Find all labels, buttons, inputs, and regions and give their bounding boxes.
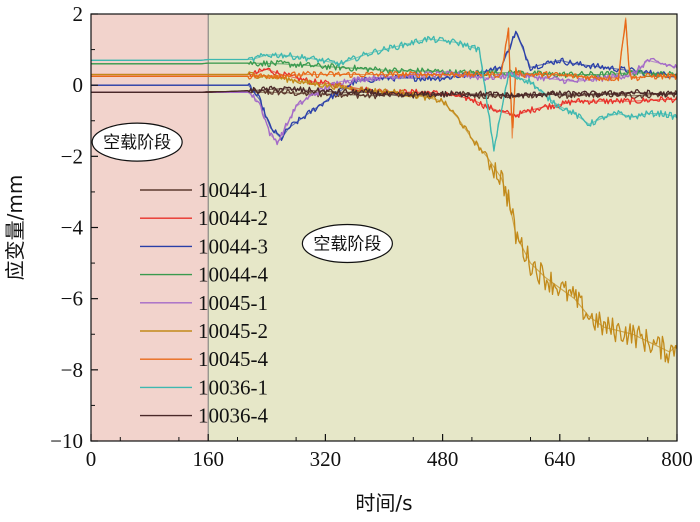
- series-keypoints-10044-4: [91, 62, 677, 76]
- legend-label-10045-2: 10045-2: [198, 319, 268, 343]
- legend-label-10044-2: 10044-2: [198, 206, 268, 230]
- stage-region-1: [91, 14, 209, 441]
- legend-label-10045-1: 10045-1: [198, 291, 268, 315]
- series-keypoints-10036-1: [91, 38, 678, 150]
- annotation-text-1: 空载阶段: [103, 133, 171, 153]
- legend: 10044-1 10044-2 10044-3 10044-4 10045-1 10045…: [140, 178, 268, 428]
- y-tick-label: −10: [50, 429, 83, 453]
- x-axis-title: 时间/s: [355, 491, 412, 515]
- y-tick-label: −8: [61, 358, 83, 382]
- series-lines: [91, 17, 678, 364]
- x-tick-label: 640: [544, 447, 576, 471]
- y-tick-label: 0: [73, 73, 84, 97]
- x-tick-label: 480: [427, 447, 459, 471]
- x-axis: 0 160 320 480 640 800: [86, 434, 693, 471]
- y-tick-label: 2: [73, 2, 84, 26]
- legend-label-10036-4: 10036-4: [198, 404, 268, 428]
- x-tick-label: 0: [86, 447, 97, 471]
- y-tick-label: −6: [61, 287, 83, 311]
- x-tick-label: 320: [310, 447, 342, 471]
- annotation-bubble-1: [91, 122, 183, 162]
- x-tick-label: 800: [661, 447, 693, 471]
- annotation-bubble-2: [301, 223, 393, 264]
- legend-label-10044-4: 10044-4: [198, 263, 268, 287]
- y-tick-label: −4: [61, 216, 84, 240]
- legend-label-10044-3: 10044-3: [198, 234, 268, 258]
- annotation-text-2: 空载阶段: [313, 235, 381, 255]
- stage-region-2: [208, 14, 677, 441]
- legend-label-10036-1: 10036-1: [198, 375, 268, 399]
- legend-label-10045-4: 10045-4: [198, 347, 268, 371]
- series-keypoints-10045-2: [91, 73, 678, 353]
- y-axis: 2 0 −2 −4 −6 −8 −10: [50, 2, 98, 453]
- legend-label-10044-1: 10044-1: [198, 178, 268, 202]
- series-keypoints-10045-4: [91, 17, 677, 139]
- y-tick-label: −2: [61, 144, 83, 168]
- series-keypoints-10044-2: [91, 68, 677, 116]
- y-axis-title: 应变量/mm: [3, 175, 27, 281]
- series-keypoints-10036-4: [91, 88, 677, 97]
- x-tick-label: 160: [192, 447, 224, 471]
